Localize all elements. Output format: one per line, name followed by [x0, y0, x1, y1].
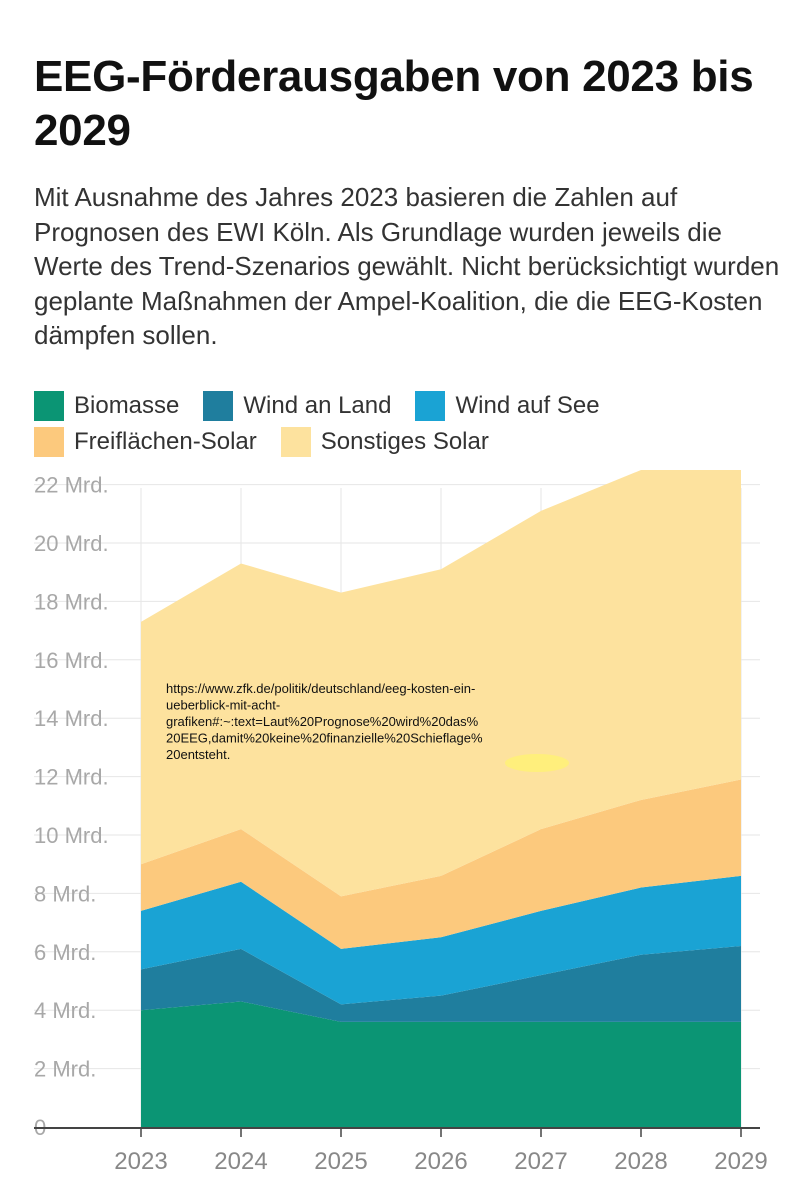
annotation-line-4: 20entsteht. [166, 747, 230, 762]
y-tick-label-5: 10 Mrd. [34, 823, 109, 848]
legend-item-wind-an-land: Wind an Land [203, 391, 391, 421]
stacked-area-chart: 02 Mrd.4 Mrd.6 Mrd.8 Mrd.10 Mrd.12 Mrd.1… [34, 470, 768, 1175]
highlight-mark [505, 754, 569, 772]
area-sonstiges-solar [141, 470, 741, 897]
chart-title: EEG-Förderausgaben von 2023 bis 2029 [34, 52, 754, 155]
legend-row-1: Biomasse Wind an Land Wind auf See [34, 388, 774, 424]
y-tick-label-1: 2 Mrd. [34, 1057, 96, 1082]
area-wind-auf-see [141, 875, 741, 1005]
area-freiflaechen-solar [141, 779, 741, 949]
legend-swatch-wind-an-land [203, 391, 234, 421]
y-tick-label-10: 20 Mrd. [34, 531, 109, 556]
x-tick-label-2025: 2025 [314, 1148, 367, 1175]
x-tick-label-2023: 2023 [114, 1148, 167, 1175]
legend-item-sonstiges-solar: Sonstiges Solar [280, 427, 489, 457]
annotation-line-1: ueberblick-mit-acht- [166, 698, 280, 713]
legend-label-wind-auf-see: Wind auf See [455, 392, 600, 419]
legend-label-sonstiges-solar: Sonstiges Solar [320, 428, 489, 455]
legend-item-biomasse: Biomasse [34, 391, 179, 421]
legend-item-wind-auf-see: Wind auf See [415, 391, 600, 421]
y-tick-label-6: 12 Mrd. [34, 765, 109, 790]
y-tick-label-7: 14 Mrd. [34, 706, 109, 731]
y-tick-label-2: 4 Mrd. [34, 998, 96, 1023]
x-tick-label-2024: 2024 [214, 1148, 267, 1175]
y-tick-label-8: 16 Mrd. [34, 648, 109, 673]
annotation-line-0: https://www.zfk.de/politik/deutschland/e… [166, 681, 475, 696]
y-tick-label-4: 8 Mrd. [34, 881, 96, 906]
legend-label-freiflaechen-solar: Freiflächen-Solar [74, 428, 257, 455]
x-tick-label-2028: 2028 [614, 1148, 667, 1175]
y-tick-label-3: 6 Mrd. [34, 940, 96, 965]
area-wind-an-land [141, 945, 741, 1022]
legend-swatch-sonstiges-solar [280, 427, 311, 457]
area-biomasse [141, 1001, 741, 1127]
legend-swatch-freiflaechen-solar [34, 427, 64, 457]
legend-row-2: Freiflächen-Solar Sonstiges Solar [34, 424, 774, 460]
legend-label-biomasse: Biomasse [74, 392, 180, 419]
legend-swatch-biomasse [34, 391, 64, 421]
chart-subtitle: Mit Ausnahme des Jahres 2023 basieren di… [34, 182, 780, 350]
legend: Biomasse Wind an Land Wind auf See Freif… [34, 388, 774, 460]
legend-swatch-wind-auf-see [415, 391, 446, 421]
x-tick-label-2029: 2029 [714, 1148, 767, 1175]
y-tick-label-9: 18 Mrd. [34, 589, 109, 614]
legend-item-freiflaechen-solar: Freiflächen-Solar [34, 427, 257, 457]
x-tick-label-2026: 2026 [414, 1148, 467, 1175]
annotation-line-3: 20EEG,damit%20keine%20finanzielle%20Schi… [166, 731, 483, 746]
y-tick-label-11: 22 Mrd. [34, 473, 109, 498]
annotation-line-2: grafiken#:~:text=Laut%20Prognose%20wird%… [166, 714, 479, 729]
x-tick-label-2027: 2027 [514, 1148, 567, 1175]
legend-label-wind-an-land: Wind an Land [243, 392, 392, 419]
